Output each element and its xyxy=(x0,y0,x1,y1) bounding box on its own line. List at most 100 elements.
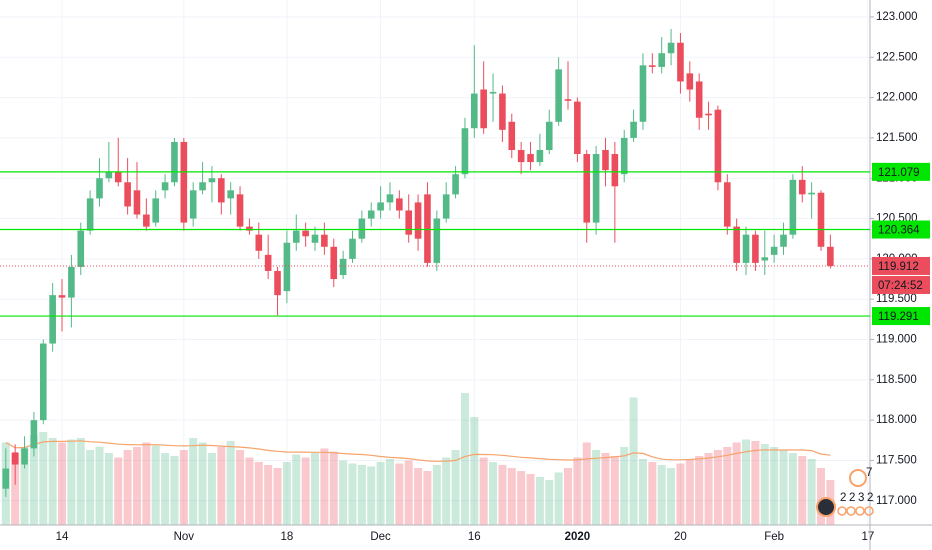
candle-body xyxy=(742,234,750,263)
y-tick-label: 117.500 xyxy=(876,455,917,467)
volume-bar xyxy=(311,453,320,525)
candle-body xyxy=(471,93,478,129)
candle-body xyxy=(396,198,403,211)
candle-body xyxy=(677,42,684,82)
volume-bar xyxy=(320,448,329,525)
volume-bar xyxy=(273,468,282,525)
candle-body xyxy=(733,226,740,263)
candle-body xyxy=(152,198,160,223)
volume-bar xyxy=(526,474,535,525)
candle-body xyxy=(517,150,525,163)
candle-body xyxy=(508,121,516,150)
volume-bar xyxy=(170,456,179,525)
candle-body xyxy=(686,73,694,90)
level-label-box xyxy=(872,220,930,239)
x-tick-label: 17 xyxy=(861,531,874,543)
volume-bar xyxy=(648,462,657,525)
volume-bar xyxy=(545,480,554,525)
candle-body xyxy=(489,91,497,94)
volume-bar xyxy=(367,466,376,525)
candle-body xyxy=(574,101,581,155)
candle-body xyxy=(723,182,731,227)
volume-bar xyxy=(554,472,563,525)
candle-body xyxy=(358,218,366,239)
volume-bar xyxy=(207,453,216,525)
y-tick-label: 119.500 xyxy=(876,293,917,305)
volume-pane xyxy=(1,393,835,525)
volume-bar xyxy=(713,450,722,525)
candle-body xyxy=(124,182,131,207)
candle-body xyxy=(377,202,384,211)
badge-count: 7 xyxy=(866,467,872,479)
candle-body xyxy=(602,150,609,171)
volume-bar xyxy=(198,442,207,525)
volume-bar xyxy=(86,450,95,525)
volume-bar xyxy=(638,459,647,525)
volume-bar xyxy=(732,442,741,525)
volume-bar xyxy=(104,453,113,525)
volume-bar xyxy=(29,435,38,525)
x-tick-label: 2020 xyxy=(565,531,591,543)
x-tick-label: Dec xyxy=(370,531,391,543)
candle-body xyxy=(339,258,347,275)
volume-bar xyxy=(339,460,348,525)
level-label-box xyxy=(872,162,930,181)
volume-bar xyxy=(48,438,57,525)
y-tick-label: 118.000 xyxy=(876,414,917,426)
x-tick-label: Nov xyxy=(174,531,195,543)
volume-bar xyxy=(704,453,713,525)
candle-body xyxy=(2,468,10,489)
x-tick-label: 18 xyxy=(281,531,294,543)
candle-body xyxy=(180,141,188,223)
volume-bar xyxy=(39,432,48,525)
badge-dot xyxy=(837,506,847,516)
badge-count: 2 xyxy=(840,492,846,504)
candle-body xyxy=(58,295,66,298)
candle-body xyxy=(39,343,47,421)
candle-body xyxy=(321,234,328,247)
volume-bar xyxy=(742,439,751,525)
volume-bar xyxy=(498,465,507,525)
volume-bar xyxy=(657,465,666,525)
candle-body xyxy=(536,150,544,163)
volume-bar xyxy=(245,457,254,525)
volume-bar xyxy=(723,447,732,525)
candle-body xyxy=(283,242,291,292)
candle-body xyxy=(649,65,656,67)
countdown-label: 07:24:52 xyxy=(878,280,923,292)
candle-body xyxy=(527,154,534,163)
level-label: 120.364 xyxy=(878,225,920,237)
volume-bar xyxy=(11,453,20,525)
volume-bar xyxy=(788,453,797,525)
candle-body xyxy=(105,171,113,179)
volume-bar xyxy=(460,393,469,525)
volume-bar xyxy=(535,477,544,525)
candle-body xyxy=(817,192,825,247)
candle-body xyxy=(246,226,253,231)
candle-body xyxy=(414,202,422,239)
volume-bar xyxy=(798,456,807,525)
candle-body xyxy=(171,141,178,183)
candle-body xyxy=(752,234,759,263)
volume-bar xyxy=(226,441,235,525)
candle-body xyxy=(433,218,441,263)
volume-bar xyxy=(179,450,188,525)
candle-body xyxy=(367,210,375,219)
candle-body xyxy=(189,190,197,219)
volume-bar xyxy=(667,468,676,525)
candle-body xyxy=(311,234,319,243)
y-tick-label: 122.000 xyxy=(876,92,918,104)
candle-body xyxy=(302,230,309,237)
candle-body xyxy=(564,99,572,101)
candle-body xyxy=(827,246,834,266)
volume-bar xyxy=(676,463,685,525)
candle-body xyxy=(630,121,637,138)
candle-body xyxy=(780,234,787,247)
volume-bar xyxy=(770,447,779,525)
candle-body xyxy=(161,182,169,191)
volume-bar xyxy=(67,439,76,525)
volume-bar xyxy=(423,471,432,525)
badge-icon xyxy=(849,469,867,487)
candle-body xyxy=(658,53,665,67)
